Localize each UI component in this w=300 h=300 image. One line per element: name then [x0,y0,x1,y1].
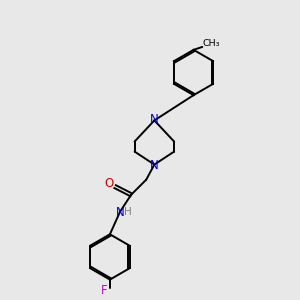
Text: N: N [116,206,124,219]
Text: CH₃: CH₃ [202,39,220,48]
Text: N: N [150,159,159,172]
Text: N: N [149,113,158,126]
Text: O: O [105,177,114,190]
Text: H: H [124,207,132,217]
Text: F: F [101,284,108,297]
